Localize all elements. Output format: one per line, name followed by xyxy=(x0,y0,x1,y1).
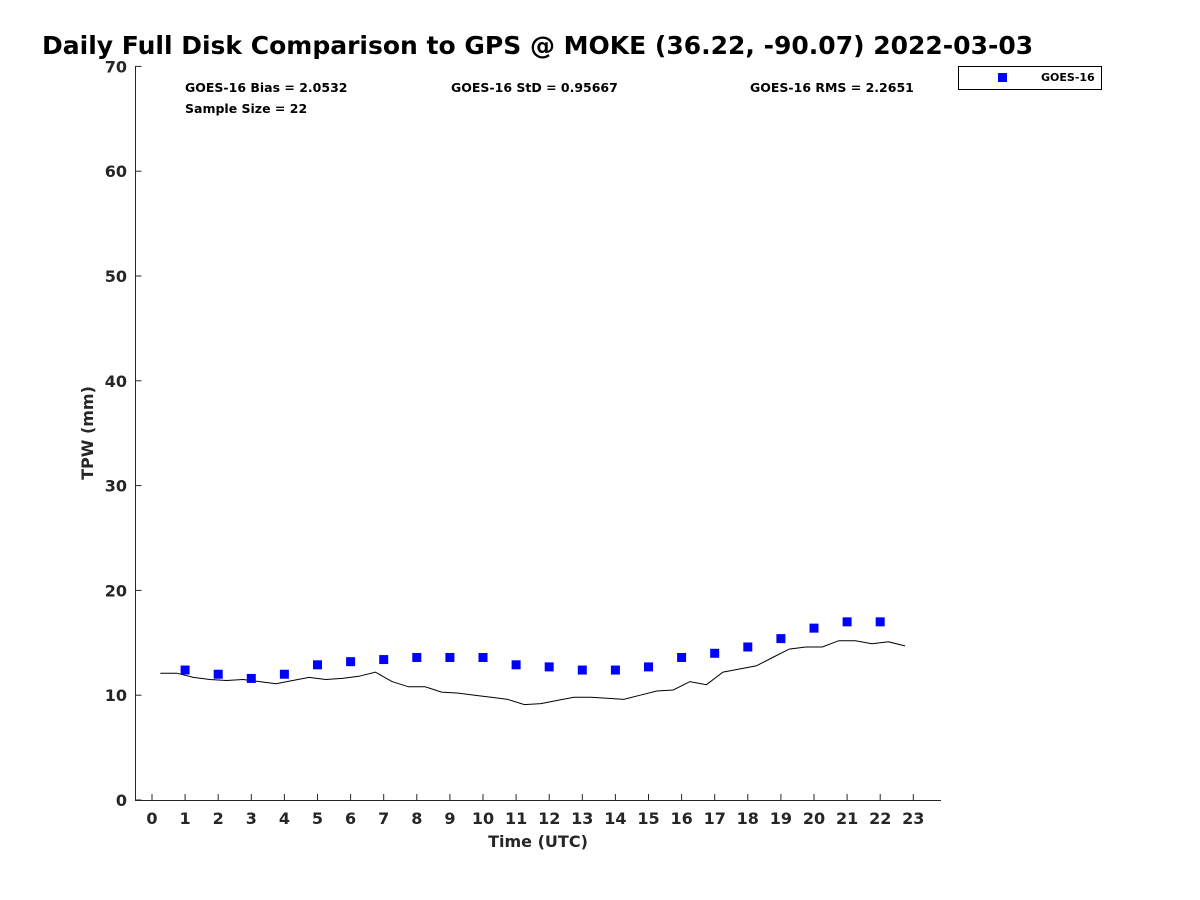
x-tick-label: 6 xyxy=(345,809,356,828)
x-tick-label: 18 xyxy=(737,809,759,828)
y-tick-label: 10 xyxy=(105,686,127,705)
y-tick-label: 0 xyxy=(116,791,127,810)
plot-area xyxy=(160,617,906,706)
goes-16-point xyxy=(809,623,819,633)
y-tick-label: 30 xyxy=(105,477,127,496)
x-axis: 0 1 2 3 4 5 6 7 8 9 10 11 12 13 14 15 16 17 18 19 20 21 22 23 xyxy=(135,794,941,828)
goes-16-point xyxy=(610,665,620,675)
x-tick-label: 11 xyxy=(505,809,527,828)
goes-16-point xyxy=(246,673,256,683)
std-stat: GOES-16 StD = 0.95667 xyxy=(451,80,618,95)
x-ticks: 0 1 2 3 4 5 6 7 8 9 10 11 12 13 14 15 16 17 18 19 20 21 22 23 xyxy=(146,794,924,828)
y-tick-label: 40 xyxy=(105,372,127,391)
x-tick-label: 8 xyxy=(411,809,422,828)
x-tick-label: 12 xyxy=(538,809,560,828)
goes-16-point xyxy=(644,662,653,672)
x-tick-label: 16 xyxy=(670,809,692,828)
x-tick-label: 0 xyxy=(146,809,157,828)
x-tick-label: 17 xyxy=(704,809,726,828)
y-axis-label: TPW (mm) xyxy=(78,386,97,480)
goes-16-point xyxy=(445,652,455,662)
x-tick-label: 1 xyxy=(180,809,191,828)
y-tick-label: 50 xyxy=(105,267,127,286)
x-tick-label: 15 xyxy=(637,809,659,828)
x-tick-label: 19 xyxy=(770,809,792,828)
x-tick-label: 22 xyxy=(869,809,891,828)
legend-box xyxy=(958,66,1102,90)
x-tick-label: 14 xyxy=(604,809,626,828)
rms-stat: GOES-16 RMS = 2.2651 xyxy=(750,80,914,95)
y-tick-label: 20 xyxy=(105,581,127,600)
x-tick-label: 23 xyxy=(902,809,924,828)
goes-16-point xyxy=(577,665,587,675)
x-tick-label: 7 xyxy=(378,809,389,828)
x-tick-label: 4 xyxy=(279,809,290,828)
goes-16-point xyxy=(379,655,389,665)
goes-16-point xyxy=(875,617,885,627)
legend: GOES-16 xyxy=(958,66,1102,90)
goes-16-point xyxy=(478,652,488,662)
x-tick-label: 5 xyxy=(312,809,323,828)
x-tick-label: 13 xyxy=(571,809,593,828)
x-tick-label: 3 xyxy=(246,809,257,828)
goes-16-point xyxy=(544,662,554,672)
x-tick-label: 9 xyxy=(444,809,455,828)
goes-16-point xyxy=(279,669,289,679)
x-tick-label: 21 xyxy=(836,809,858,828)
x-tick-label: 10 xyxy=(472,809,494,828)
legend-label-goes-16: GOES-16 xyxy=(1041,71,1095,84)
goes-16-point xyxy=(511,660,521,670)
goes-16-point xyxy=(677,652,687,662)
goes-16-point xyxy=(412,652,422,662)
y-axis: 0 10 20 30 40 50 60 70 xyxy=(105,57,142,810)
legend-marker-goes-16 xyxy=(998,73,1007,82)
sample-size-stat: Sample Size = 22 xyxy=(185,101,307,116)
goes-16-point xyxy=(180,665,190,675)
x-tick-label: 20 xyxy=(803,809,825,828)
goes-16-point xyxy=(743,642,753,652)
x-tick-label: 2 xyxy=(213,809,224,828)
y-ticks: 0 10 20 30 40 50 60 70 xyxy=(105,57,142,810)
goes-16-point xyxy=(710,648,720,658)
goes-16-point xyxy=(213,669,223,679)
y-tick-label: 70 xyxy=(105,57,127,76)
chart-title: Daily Full Disk Comparison to GPS @ MOKE… xyxy=(42,31,1033,60)
x-axis-label: Time (UTC) xyxy=(488,832,588,851)
goes-16-point xyxy=(313,660,322,670)
y-tick-label: 60 xyxy=(105,162,127,181)
bias-stat: GOES-16 Bias = 2.0532 xyxy=(185,80,347,95)
gps-tpw-line xyxy=(160,640,906,706)
goes-16-point xyxy=(346,657,356,667)
goes-16-point xyxy=(842,617,852,627)
goes-16-point xyxy=(776,634,786,644)
